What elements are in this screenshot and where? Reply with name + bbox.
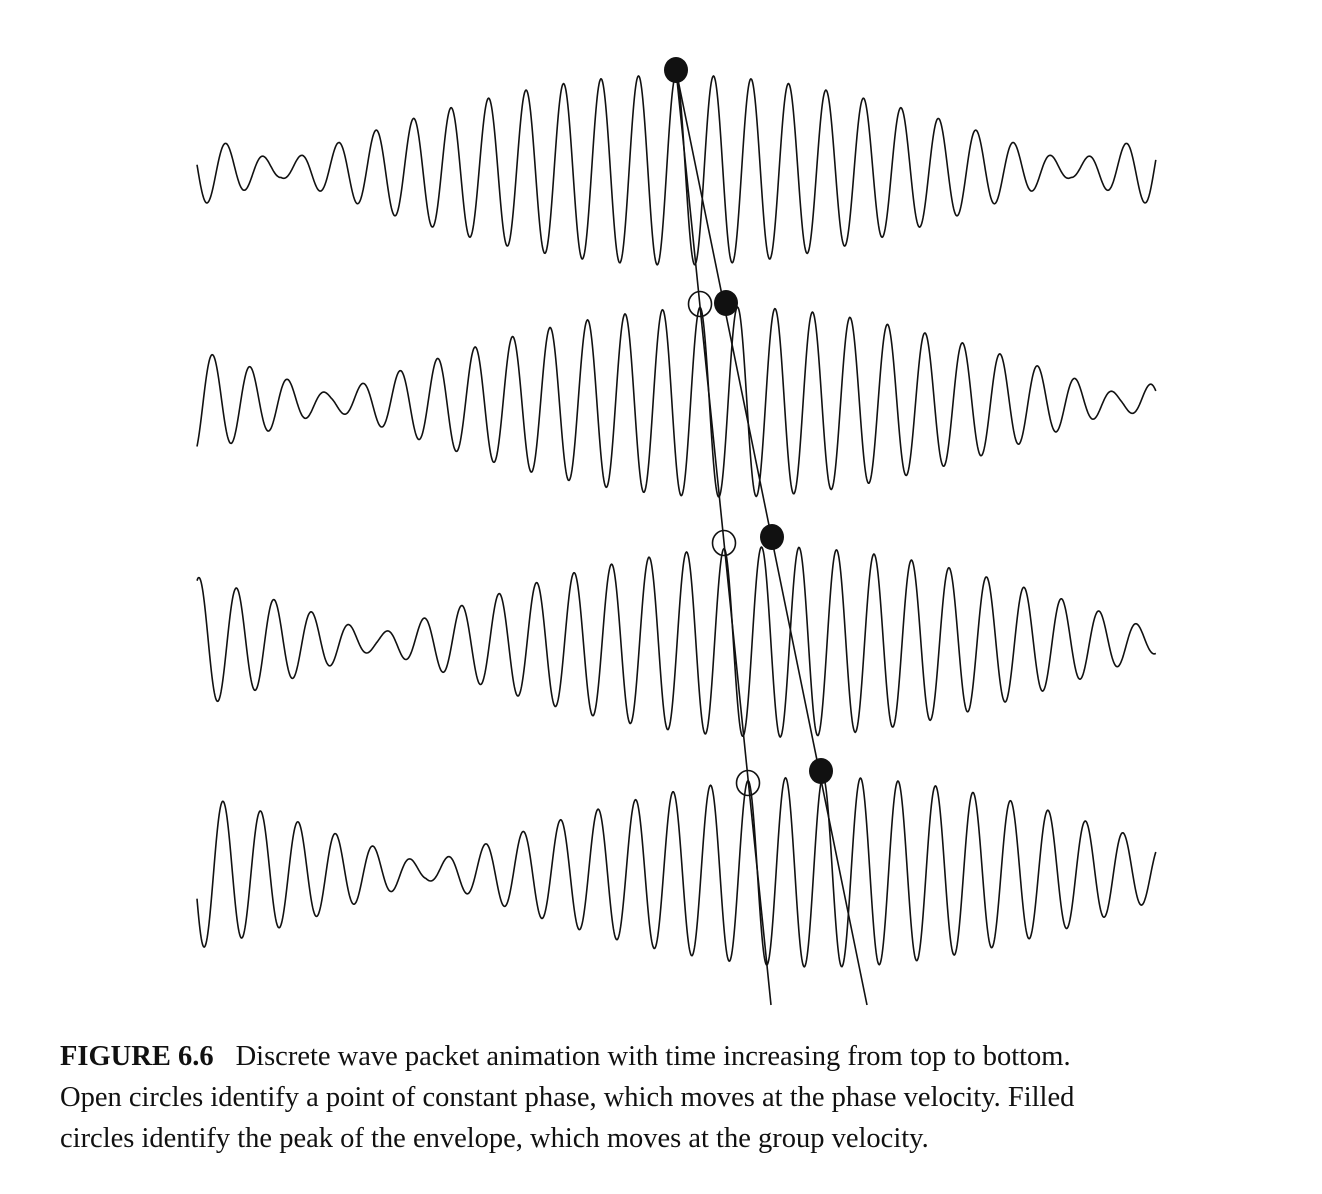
constant-phase-marker-2 bbox=[711, 529, 737, 557]
wave-frames bbox=[196, 74, 1157, 968]
phase-velocity-line bbox=[675, 69, 772, 1006]
wave-frame-4 bbox=[196, 776, 1157, 968]
wave-frame-3 bbox=[196, 546, 1157, 739]
caption-line-1: Discrete wave packet animation with time… bbox=[235, 1041, 1071, 1072]
group-peak-marker-2 bbox=[714, 290, 738, 316]
constant-phase-marker-1 bbox=[687, 290, 713, 318]
figure-caption: FIGURE 6.6 Discrete wave packet animation… bbox=[60, 1036, 1300, 1159]
group-peak-marker-1 bbox=[664, 57, 688, 83]
wave-frame-1 bbox=[196, 74, 1157, 266]
constant-phase-marker-3 bbox=[735, 769, 761, 797]
wave-packet-figure bbox=[196, 57, 1157, 1006]
wave-frame-2 bbox=[196, 306, 1157, 498]
markers bbox=[664, 57, 833, 797]
caption-line-2: Open circles identify a point of constan… bbox=[60, 1082, 1075, 1113]
figure-label: FIGURE 6.6 bbox=[60, 1041, 214, 1072]
group-peak-marker-4 bbox=[809, 758, 833, 784]
group-peak-marker-3 bbox=[760, 524, 784, 550]
caption-line-3: circles identify the peak of the envelop… bbox=[60, 1123, 929, 1154]
